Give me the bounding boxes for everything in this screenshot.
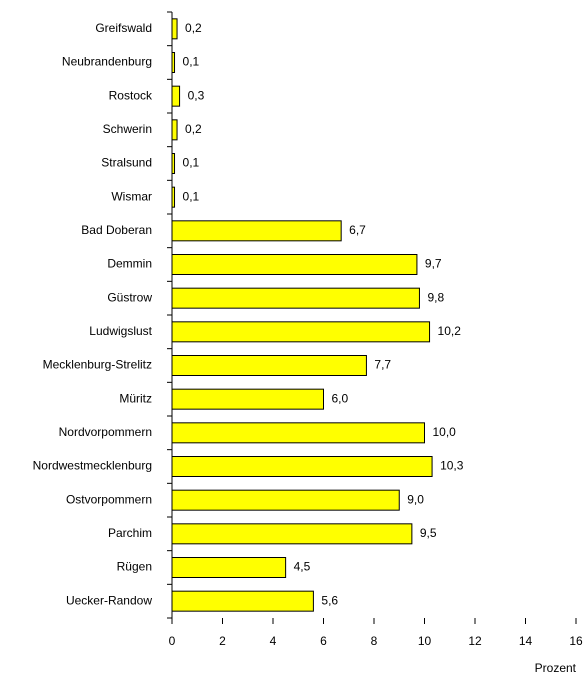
bar <box>171 287 420 309</box>
x-tick-label: 2 <box>219 634 226 648</box>
y-tick-label: Greifswald <box>95 21 152 35</box>
y-tick-label: Neubrandenburg <box>62 55 152 69</box>
bar <box>171 355 367 376</box>
x-tick-label: 16 <box>569 634 583 648</box>
y-tick-label: Nordwestmecklenburg <box>33 459 152 473</box>
bar <box>171 18 178 40</box>
value-label: 9,8 <box>427 290 444 304</box>
value-label: 0,3 <box>188 88 205 102</box>
value-label: 9,7 <box>425 257 442 271</box>
x-tick-label: 12 <box>468 634 482 648</box>
value-label: 0,2 <box>185 122 202 136</box>
value-label: 0,1 <box>183 156 200 170</box>
value-label: 10,3 <box>440 459 464 473</box>
value-label: 6,0 <box>332 391 349 405</box>
y-tick-label: Parchim <box>108 526 152 540</box>
y-tick-label: Müritz <box>119 391 152 405</box>
value-label: 0,1 <box>183 189 200 203</box>
y-tick-label: Ludwigslust <box>89 324 152 338</box>
y-tick-label: Nordvorpommern <box>59 425 152 439</box>
x-tick-label: 14 <box>519 634 533 648</box>
bar <box>171 523 413 545</box>
value-label: 0,2 <box>185 21 202 35</box>
x-tick-label: 4 <box>270 634 277 648</box>
y-tick-label: Demmin <box>107 257 152 271</box>
y-tick-label: Uecker-Randow <box>66 593 152 607</box>
y-tick-label: Bad Doberan <box>81 223 152 237</box>
value-label: 6,7 <box>349 223 366 237</box>
value-label: 10,2 <box>438 324 462 338</box>
bar <box>171 388 324 410</box>
x-tick-label: 6 <box>320 634 327 648</box>
value-label: 0,1 <box>183 55 200 69</box>
bar <box>171 590 314 612</box>
bar <box>171 220 342 242</box>
y-tick-label: Mecklenburg-Strelitz <box>43 358 152 372</box>
bar <box>171 456 433 477</box>
bar <box>171 557 287 578</box>
x-tick-label: 0 <box>169 634 176 648</box>
x-tick-label: 10 <box>418 634 432 648</box>
y-tick-label: Wismar <box>111 189 152 203</box>
value-label: 5,6 <box>321 593 338 607</box>
x-tick-label: 8 <box>371 634 378 648</box>
bar <box>171 52 176 73</box>
bar <box>171 153 176 174</box>
y-tick-label: Rügen <box>117 560 152 574</box>
value-label: 9,0 <box>407 492 424 506</box>
y-tick-label: Schwerin <box>103 122 152 136</box>
value-label: 4,5 <box>294 560 311 574</box>
y-tick-label: Güstrow <box>107 290 152 304</box>
y-tick-label: Rostock <box>109 88 153 102</box>
bar <box>171 489 400 511</box>
bar <box>171 119 178 141</box>
bar <box>171 321 431 343</box>
value-label: 10,0 <box>433 425 457 439</box>
value-label: 7,7 <box>374 358 391 372</box>
bar <box>171 186 176 208</box>
x-axis-label: Prozent <box>535 661 577 675</box>
value-label: 9,5 <box>420 526 437 540</box>
bar <box>171 422 425 444</box>
y-tick-label: Stralsund <box>101 156 152 170</box>
bar <box>171 254 418 275</box>
y-tick-label: Ostvorpommern <box>66 492 152 506</box>
bar <box>171 85 181 107</box>
